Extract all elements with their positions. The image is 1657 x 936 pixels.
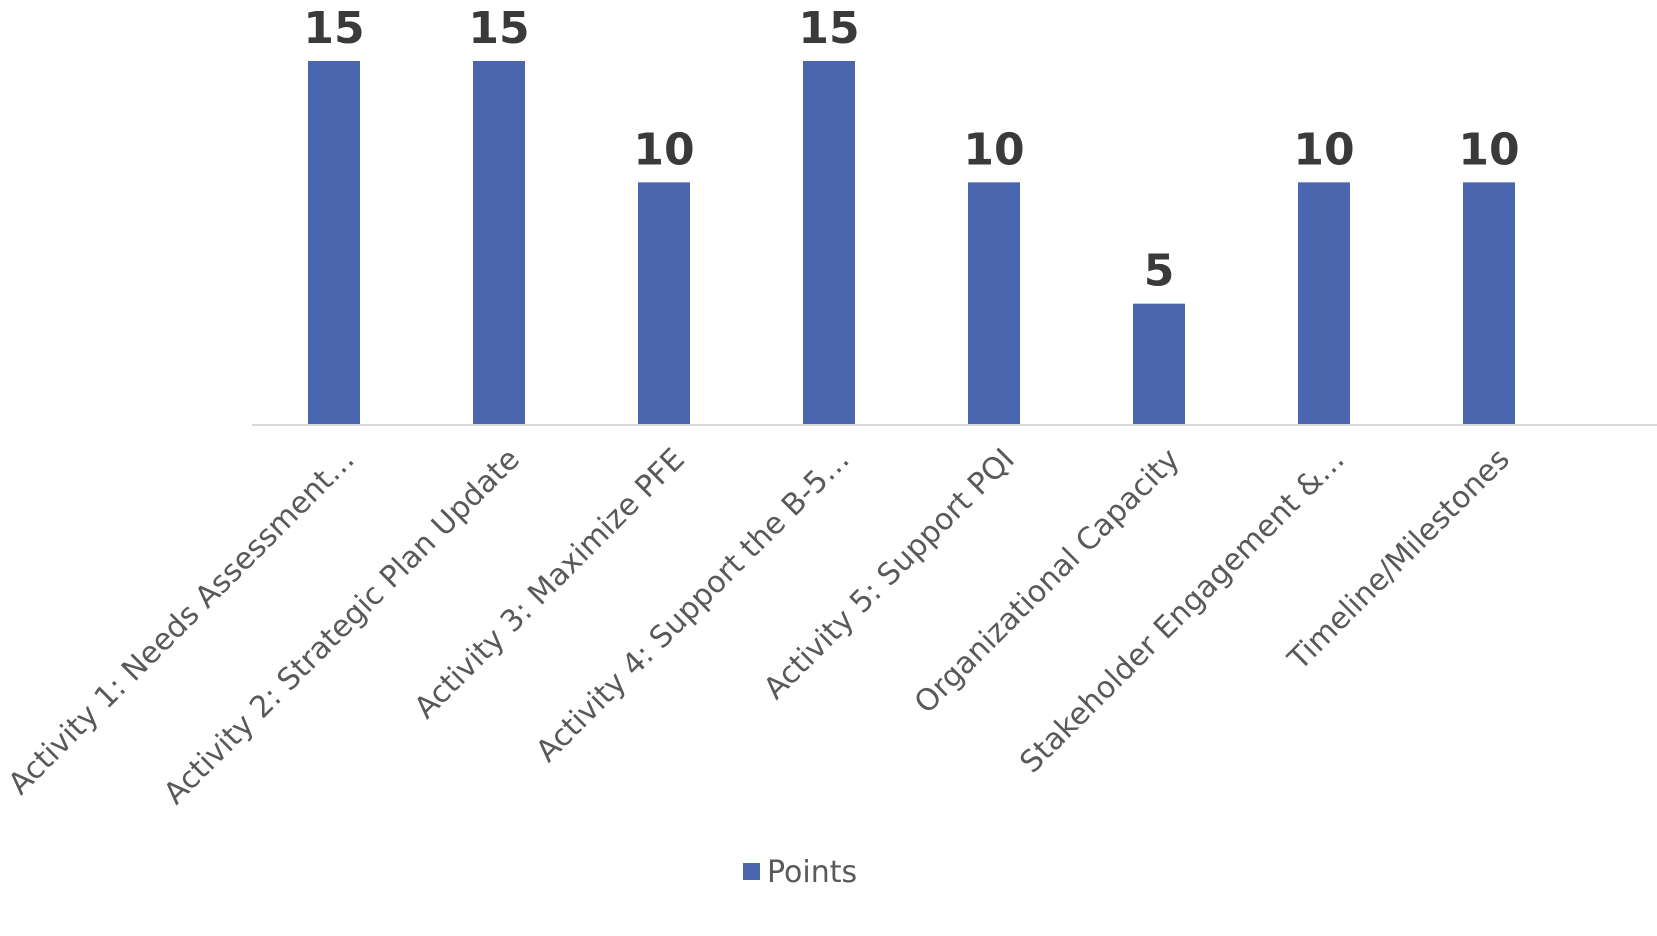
- data-label-1: 15: [303, 3, 364, 54]
- bar-2: [473, 61, 525, 425]
- data-label-5: 10: [963, 124, 1024, 175]
- data-label-8: 10: [1458, 124, 1519, 175]
- bar-5: [968, 182, 1020, 425]
- data-label-3: 10: [633, 124, 694, 175]
- category-label-1: Activity 1: Needs Assessment…: [2, 442, 362, 802]
- bar-3: [638, 182, 690, 425]
- category-label-2: Activity 2: Strategic Plan Update: [157, 442, 527, 812]
- data-label-2: 15: [468, 3, 529, 54]
- category-label-6: Organizational Capacity: [908, 442, 1187, 721]
- data-label-7: 10: [1293, 124, 1354, 175]
- data-labels-group: 15 15 10 15 10 5 10 10: [303, 3, 1519, 297]
- data-label-4: 15: [798, 3, 859, 54]
- category-labels-group: Activity 1: Needs Assessment…Activity 2:…: [2, 442, 1517, 812]
- bar-1: [308, 61, 360, 425]
- legend-label-points: Points: [767, 855, 857, 890]
- bar-8: [1463, 182, 1515, 425]
- bars-group: [308, 61, 1515, 425]
- category-label-4: Activity 4: Support the B-5…: [529, 442, 856, 769]
- legend-swatch-points: [743, 863, 760, 880]
- category-label-3: Activity 3: Maximize PFE: [408, 442, 692, 726]
- bar-4: [803, 61, 855, 425]
- data-label-6: 5: [1144, 246, 1175, 297]
- bar-6: [1133, 303, 1185, 425]
- category-label-7: Stakeholder Engagement &…: [1013, 442, 1351, 780]
- legend: Points: [743, 855, 857, 890]
- bar-7: [1298, 182, 1350, 425]
